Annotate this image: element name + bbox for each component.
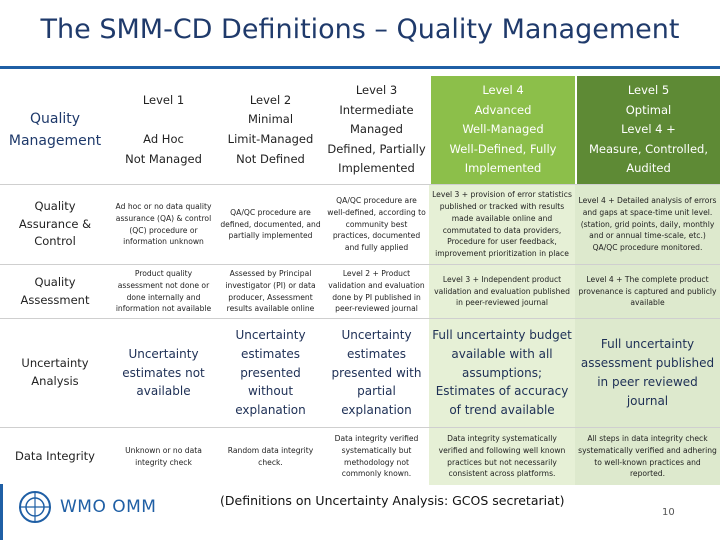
level-header-line: Level 4 [482,83,524,98]
level-1-header: Level 1 Ad Hoc Not Managed [110,76,217,184]
integrity-level-1: Unknown or no data integrity check [110,427,217,485]
assessment-level-1: Product quality assessment not done or d… [110,264,217,318]
assessment-level-2: Assessed by Principal investigator (PI) … [217,264,324,318]
row-label-quality-assessment: Quality Assessment [0,264,110,318]
level-header-line: Not Managed [125,151,202,166]
level-5-header: Level 5 Optimal Level 4 + Measure, Controll… [575,76,720,184]
integrity-level-3: Data integrity verified systematically b… [324,427,429,485]
footer-accent-bar [0,484,3,540]
qa-qc-level-1: Ad hoc or no data quality assurance (QA)… [110,184,217,264]
level-header-line: Level 4 + [621,122,676,137]
title-rule [0,66,720,69]
level-header-line: Defined, Partially [327,141,426,156]
wmo-logo-text: WMO OMM [60,497,157,517]
level-header-line: Not Defined [236,151,305,166]
assessment-level-4: Level 3 + Independent product validation… [429,264,575,318]
level-header-line: Ad Hoc [143,132,184,146]
level-header-line: Well-Defined, Fully [449,141,557,156]
row-label-data-integrity: Data Integrity [0,427,110,485]
level-header-line: Optimal [625,102,672,117]
level-header-lines: Level 3 Intermediate Managed Defined, Parti… [327,81,425,179]
level-header-lines: Level 1 Ad Hoc Not Managed [125,91,202,169]
level-4-header: Level 4 Advanced Well-Managed Well-Defined,… [429,76,575,184]
level-header-lines: Level 4 Advanced Well-Managed Well-Defined,… [450,81,557,179]
integrity-level-4: Data integrity systematically verified a… [429,427,575,485]
row-label-uncertainty: Uncertainty Analysis [0,318,110,427]
level-header-line: Minimal [247,112,294,127]
wmo-emblem-icon [19,491,51,523]
page-title: The SMM-CD Definitions – Quality Managem… [40,14,680,45]
definitions-table: Quality Management Level 1 Ad Hoc Not Man… [0,76,720,485]
level-header-line: Audited [626,161,671,176]
wmo-logo: WMO OMM [18,490,156,524]
uncertainty-level-3: Uncertainty estimates presented with par… [324,318,429,427]
level-header-line [125,110,202,130]
level-header-line: Managed [350,122,403,137]
uncertainty-level-5: Full uncertainty assessment published in… [575,318,720,427]
level-header-line: Level 5 [627,83,670,98]
assessment-level-5: Level 4 + The complete product provenanc… [575,264,720,318]
level-header-line: Well-Managed [462,122,544,137]
qa-qc-level-4: Level 3 + provision of error statistics … [429,184,575,264]
qa-qc-level-3: QA/QC procedure are well-defined, accord… [324,184,429,264]
level-header-line: Advanced [474,102,532,117]
header-row-label: Quality Management [8,110,102,149]
level-header-line: Level 1 [142,92,185,107]
level-header-line: Level 3 [355,83,398,98]
footer-note: (Definitions on Uncertainty Analysis: GC… [220,493,565,508]
level-header-line: Limit-Managed [227,132,314,146]
level-header-line: Intermediate [339,102,414,117]
integrity-level-2: Random data integrity check. [217,427,324,485]
qa-qc-level-2: QA/QC procedure are defined, documented,… [217,184,324,264]
level-header-line: Implemented [338,161,415,176]
level-header-lines: Level 2 Minimal Limit-Managed Not Defined [228,91,314,169]
uncertainty-level-4: Full uncertainty budget available with a… [429,318,575,427]
level-header-line: Implemented [464,161,542,176]
uncertainty-level-1: Uncertainty estimates not available [110,318,217,427]
uncertainty-level-2: Uncertainty estimates presented without … [217,318,324,427]
page-number: 10 [662,507,675,518]
row-label-qa-qc: Quality Assurance & Control [0,184,110,264]
level-3-header: Level 3 Intermediate Managed Defined, Parti… [324,76,429,184]
assessment-level-3: Level 2 + Product validation and evaluat… [324,264,429,318]
qa-qc-level-5: Level 4 + Detailed analysis of errors an… [575,184,720,264]
level-header-line: Level 2 [249,92,292,107]
level-header-lines: Level 5 Optimal Level 4 + Measure, Controll… [589,81,708,179]
level-2-header: Level 2 Minimal Limit-Managed Not Defined [217,76,324,184]
integrity-level-5: All steps in data integrity check system… [575,427,720,485]
level-header-line: Measure, Controlled, [589,141,708,156]
